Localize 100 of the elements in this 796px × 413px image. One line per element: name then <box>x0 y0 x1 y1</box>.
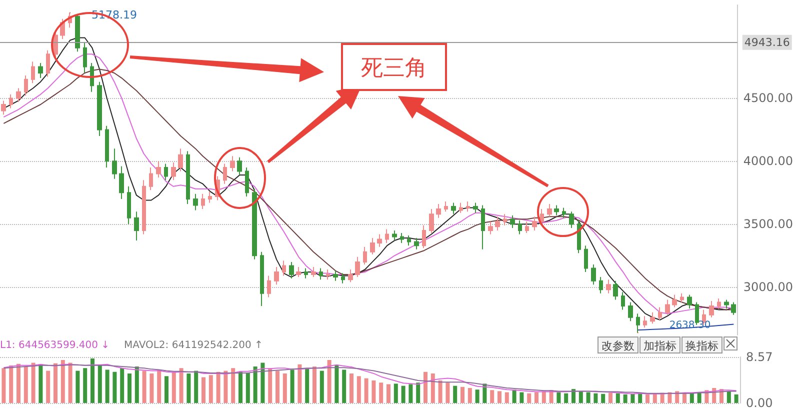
candlestick <box>577 220 581 254</box>
candlestick <box>149 166 153 191</box>
candlestick <box>510 214 515 228</box>
bar <box>394 384 398 403</box>
bar <box>327 360 332 403</box>
bar <box>520 392 524 403</box>
candlestick <box>304 268 308 279</box>
bar <box>586 392 590 403</box>
candlestick <box>687 294 692 310</box>
candlestick <box>178 148 183 172</box>
candlestick <box>193 193 198 211</box>
y-tick-label: 8.57 <box>746 350 773 364</box>
text: L1: 644563599.400 ↓ <box>0 340 110 351</box>
bar <box>216 372 220 403</box>
candlestick <box>333 270 338 282</box>
candlestick <box>363 246 367 265</box>
candlestick <box>83 42 87 74</box>
bar <box>498 391 502 403</box>
bar <box>638 393 642 403</box>
candlestick <box>156 160 161 178</box>
bar <box>76 370 80 403</box>
text: MAVOL2: 641192542.200 ↑ <box>124 340 263 351</box>
candlestick <box>171 162 176 181</box>
candlestick <box>105 125 109 168</box>
bar <box>416 382 420 403</box>
bar <box>734 394 738 403</box>
bar <box>401 386 406 403</box>
candlestick <box>547 204 552 218</box>
bar <box>527 393 532 403</box>
candlestick <box>473 202 478 214</box>
candlestick <box>267 275 271 298</box>
candlestick <box>46 50 50 78</box>
y-tick-label: 0.00 <box>746 396 773 410</box>
candlestick <box>436 204 441 218</box>
candlestick <box>245 166 249 197</box>
candlestick <box>554 204 559 216</box>
candlestick <box>274 266 279 286</box>
bar <box>542 391 546 403</box>
candlestick <box>400 232 404 244</box>
candlestick <box>414 238 419 250</box>
bar <box>608 392 612 403</box>
candlestick <box>296 266 301 278</box>
bar <box>690 392 694 403</box>
bar <box>112 372 117 403</box>
candlestick <box>584 245 588 273</box>
bar <box>298 364 302 403</box>
candlestick <box>119 166 124 200</box>
bar <box>238 372 242 403</box>
bar <box>260 362 265 403</box>
bar <box>268 368 272 403</box>
candlestick <box>90 62 94 92</box>
candlestick <box>370 238 375 255</box>
bar <box>231 368 236 403</box>
candlestick <box>680 292 684 303</box>
bar <box>276 370 280 403</box>
bar <box>350 373 354 403</box>
bar <box>98 365 102 403</box>
candlestick <box>127 186 131 225</box>
bar <box>150 373 154 403</box>
bar <box>446 382 450 403</box>
bar <box>652 394 657 403</box>
bar <box>468 388 472 403</box>
candlestick <box>112 148 117 180</box>
text: 改参数 <box>602 340 634 352</box>
candlestick <box>451 202 456 215</box>
candlestick <box>488 221 493 235</box>
candlestick <box>731 302 736 316</box>
bar <box>312 366 316 403</box>
bar <box>172 372 176 403</box>
bar <box>564 393 568 403</box>
bar <box>616 393 620 403</box>
bar <box>320 370 324 403</box>
candlestick <box>658 306 662 320</box>
candlestick <box>24 75 28 96</box>
bar <box>460 386 464 403</box>
bar <box>504 392 509 403</box>
bar <box>490 390 494 403</box>
candlestick <box>459 202 463 214</box>
candlestick <box>540 208 544 225</box>
bar <box>379 382 384 403</box>
bar <box>594 393 598 403</box>
candlestick <box>341 272 345 284</box>
candlestick <box>252 188 257 260</box>
candlestick <box>319 268 323 280</box>
candlestick <box>16 88 21 102</box>
bar <box>334 365 339 403</box>
candlestick <box>9 94 13 109</box>
bar <box>364 378 368 403</box>
bar <box>572 389 576 403</box>
bar <box>83 368 88 403</box>
y-tick-label: 4500.00 <box>743 91 793 106</box>
candlestick <box>289 261 294 279</box>
candlestick <box>532 216 537 231</box>
bar <box>386 384 390 403</box>
bar <box>142 370 146 403</box>
y-tick-label: 3500.00 <box>743 217 793 232</box>
candlestick <box>230 156 235 172</box>
candlestick <box>422 224 426 249</box>
bar <box>202 377 206 403</box>
candlestick <box>495 216 500 231</box>
